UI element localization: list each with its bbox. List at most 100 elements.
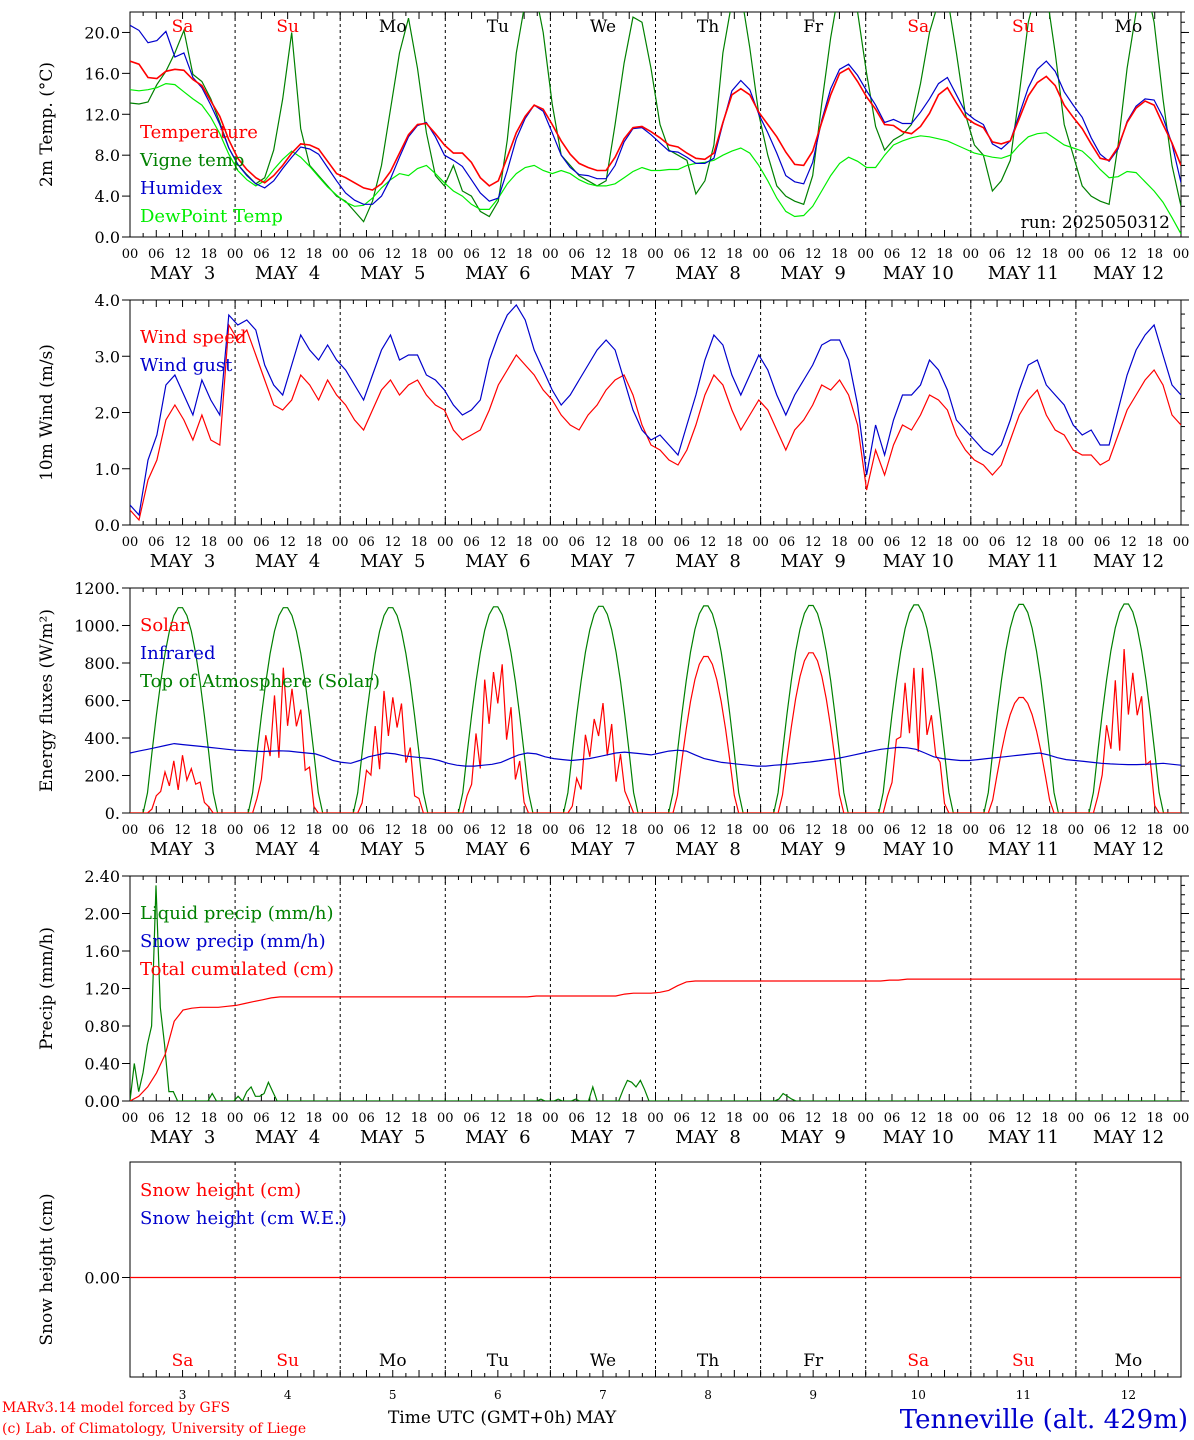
date-label: MAY 6 xyxy=(465,1127,530,1148)
hour-tick-label: 18 xyxy=(306,535,323,550)
date-label: MAY 12 xyxy=(1093,263,1164,284)
y-tick-label: 2.0 xyxy=(95,404,120,423)
legend-entry: Snow height (cm) xyxy=(140,1180,301,1201)
hour-tick-label: 00 xyxy=(963,247,980,262)
series-group xyxy=(130,303,1181,522)
series-line-infrared xyxy=(130,742,1181,767)
panel-3: 0. 200. 400. 600. 800. 1000. 1200. Energy fluxe… xyxy=(37,579,1189,860)
hour-tick-label: 12 xyxy=(490,247,507,262)
date-label: MAY 12 xyxy=(1093,1127,1164,1148)
hour-tick-label: 06 xyxy=(148,823,165,838)
hour-tick-label: 18 xyxy=(201,535,218,550)
weekday-label: Mo xyxy=(1115,17,1143,37)
date-label: MAY 11 xyxy=(988,263,1059,284)
series-line-solar xyxy=(130,648,1181,813)
hour-tick-label: 00 xyxy=(1173,535,1190,550)
plot-frame xyxy=(129,299,1182,526)
legend-entry: Solar xyxy=(140,615,189,636)
hour-tick-label: 00 xyxy=(542,535,559,550)
date-label: MAY 10 xyxy=(883,263,954,284)
day-number-label: 4 xyxy=(284,1388,292,1402)
hour-tick-label: 00 xyxy=(647,247,664,262)
series-line-total-cumulated-cm- xyxy=(130,978,1181,1101)
panel-5: 0.00 Snow height (cm) Snow height (cm) Snow… xyxy=(37,1161,1182,1402)
date-label: MAY 4 xyxy=(255,839,320,860)
y-tick-label: 12.0 xyxy=(84,105,120,124)
hour-tick-label: 18 xyxy=(621,247,638,262)
date-label: MAY 12 xyxy=(1093,839,1164,860)
hour-tick-label: 00 xyxy=(227,1111,244,1126)
weekday-label: We xyxy=(590,17,616,37)
hour-tick-label: 12 xyxy=(805,823,822,838)
hour-tick-label: 18 xyxy=(1146,823,1163,838)
weekday-label: Su xyxy=(1012,17,1035,37)
date-label: MAY 4 xyxy=(255,263,320,284)
hour-tick-label: 12 xyxy=(174,535,191,550)
date-label: MAY 11 xyxy=(988,839,1059,860)
hour-tick-label: 00 xyxy=(437,823,454,838)
hour-tick-label: 00 xyxy=(963,1111,980,1126)
date-label: MAY 7 xyxy=(570,551,635,572)
date-label: MAY 8 xyxy=(675,263,740,284)
date-label: MAY 6 xyxy=(465,839,530,860)
y-axis-label: Precip (mm/h) xyxy=(37,927,57,1050)
hour-tick-label: 12 xyxy=(910,535,927,550)
y-axis-label: Snow height (cm) xyxy=(37,1193,57,1345)
hour-tick-label: 00 xyxy=(332,535,349,550)
day-number-label: 7 xyxy=(599,1388,607,1402)
hour-tick-label: 00 xyxy=(332,247,349,262)
hour-tick-label: 18 xyxy=(306,247,323,262)
weekday-label: Mo xyxy=(1115,1351,1143,1371)
y-axis-label: 10m Wind (m/s) xyxy=(37,344,57,481)
weekday-label: Mo xyxy=(379,17,407,37)
date-label: MAY 6 xyxy=(465,551,530,572)
date-label: MAY 9 xyxy=(780,551,845,572)
y-tick-label: 20.0 xyxy=(84,23,120,42)
hour-tick-label: 18 xyxy=(936,247,953,262)
hour-tick-label: 12 xyxy=(1120,1111,1137,1126)
hour-tick-label: 06 xyxy=(884,535,901,550)
hour-tick-label: 12 xyxy=(805,535,822,550)
hour-tick-label: 00 xyxy=(752,1111,769,1126)
hour-tick-label: 00 xyxy=(122,1111,139,1126)
y-tick-label: 16.0 xyxy=(84,64,120,83)
date-label: MAY 3 xyxy=(150,263,215,284)
day-number-label: 5 xyxy=(389,1388,397,1402)
date-label: MAY 8 xyxy=(675,551,740,572)
hour-tick-label: 00 xyxy=(752,247,769,262)
date-label: MAY 4 xyxy=(255,551,320,572)
hour-tick-label: 18 xyxy=(726,535,743,550)
weekday-label: Sa xyxy=(172,1351,194,1371)
hour-tick-label: 18 xyxy=(201,823,218,838)
hour-tick-label: 12 xyxy=(910,247,927,262)
hour-tick-label: 18 xyxy=(831,535,848,550)
weekday-label: Su xyxy=(276,1351,299,1371)
hour-tick-label: 06 xyxy=(358,535,375,550)
hour-tick-label: 12 xyxy=(1120,823,1137,838)
hour-tick-label: 06 xyxy=(1094,823,1111,838)
hour-tick-label: 06 xyxy=(884,1111,901,1126)
hour-tick-label: 06 xyxy=(1094,1111,1111,1126)
hour-tick-label: 06 xyxy=(674,247,691,262)
y-tick-label: 0.00 xyxy=(84,1269,120,1288)
day-number-label: 12 xyxy=(1121,1388,1136,1402)
date-label: MAY 6 xyxy=(465,263,530,284)
credit-lab: (c) Lab. of Climatology, University of L… xyxy=(2,1421,306,1437)
legend-entry: Humidex xyxy=(140,178,222,199)
footer: MARv3.14 model forced by GFS (c) Lab. of… xyxy=(2,1400,1188,1437)
y-tick-label: 0. xyxy=(105,804,120,823)
hour-tick-label: 12 xyxy=(1120,535,1137,550)
y-tick-label: 1200. xyxy=(74,579,120,598)
date-label: MAY 9 xyxy=(780,263,845,284)
hour-tick-label: 12 xyxy=(174,1111,191,1126)
series-line-dewpoint-temp xyxy=(130,82,1181,235)
y-tick-label: 0.0 xyxy=(95,516,120,535)
y-tick-label: 2.40 xyxy=(84,867,120,886)
date-label: MAY 10 xyxy=(883,839,954,860)
hour-tick-label: 06 xyxy=(148,1111,165,1126)
hour-tick-label: 00 xyxy=(122,535,139,550)
hour-tick-label: 00 xyxy=(857,247,874,262)
legend-entry: Vigne temp xyxy=(139,150,244,171)
weekday-label: Su xyxy=(1012,1351,1035,1371)
hour-tick-label: 18 xyxy=(201,1111,218,1126)
